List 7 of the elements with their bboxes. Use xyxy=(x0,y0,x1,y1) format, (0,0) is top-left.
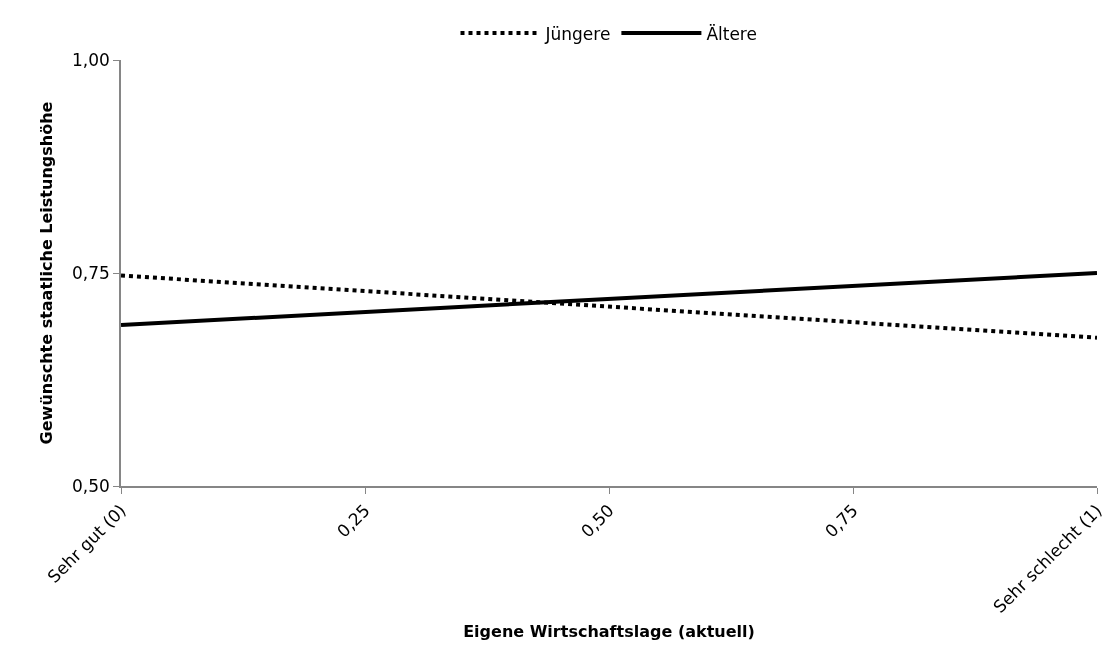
legend-label: Jüngere xyxy=(544,23,611,44)
x-axis-title: Eigene Wirtschaftslage (aktuell) xyxy=(463,622,755,642)
y-tick-label: 1,00 xyxy=(71,49,110,70)
y-axis-title: Gewünschte staatliche Leistungshöhe xyxy=(37,101,57,445)
y-tick-label: 0,75 xyxy=(71,262,110,283)
legend-label: Ältere xyxy=(706,23,757,44)
y-tick-label: 0,50 xyxy=(71,475,110,496)
